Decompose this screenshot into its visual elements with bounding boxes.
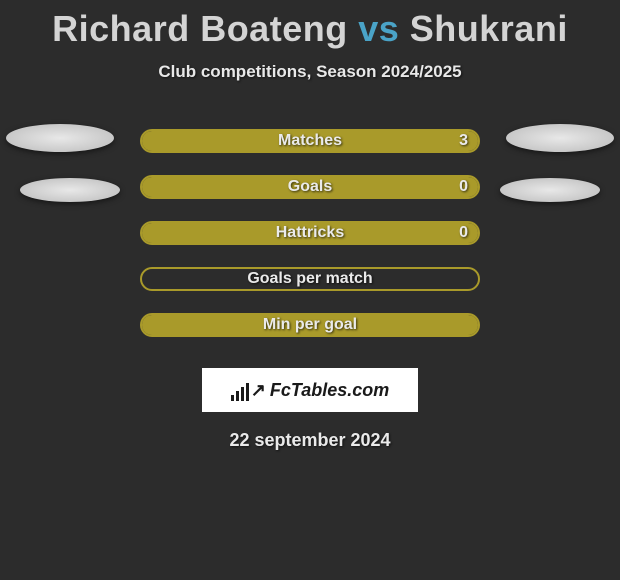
stat-row: Hattricks 0 xyxy=(0,210,620,256)
subtitle: Club competitions, Season 2024/2025 xyxy=(0,62,620,82)
stat-label: Goals xyxy=(288,178,332,196)
player-1-name: Richard Boateng xyxy=(52,8,348,49)
logo-arrow-icon: ↗ xyxy=(251,380,266,401)
stat-row: Min per goal xyxy=(0,302,620,348)
stat-label: Hattricks xyxy=(276,224,344,242)
logo-chart-icon xyxy=(231,379,249,401)
date-label: 22 september 2024 xyxy=(0,430,620,451)
stat-bar: Goals per match xyxy=(140,267,480,291)
stat-row: Goals 0 xyxy=(0,164,620,210)
stat-row: Goals per match xyxy=(0,256,620,302)
logo-box: ↗ FcTables.com xyxy=(202,368,418,412)
stats-container: Matches 3 Goals 0 Hattricks 0 Goals per match M… xyxy=(0,118,620,348)
stat-label: Goals per match xyxy=(247,270,372,288)
stat-value: 0 xyxy=(459,178,468,196)
logo-text: FcTables.com xyxy=(270,380,389,401)
stat-bar: Min per goal xyxy=(140,313,480,337)
player-2-name: Shukrani xyxy=(410,8,568,49)
vs-label: vs xyxy=(358,8,399,49)
stat-value: 3 xyxy=(459,132,468,150)
stat-bar: Matches 3 xyxy=(140,129,480,153)
stat-label: Min per goal xyxy=(263,316,357,334)
stat-bar: Hattricks 0 xyxy=(140,221,480,245)
comparison-title: Richard Boateng vs Shukrani xyxy=(0,0,620,50)
stat-row: Matches 3 xyxy=(0,118,620,164)
stat-value: 0 xyxy=(459,224,468,242)
stat-label: Matches xyxy=(278,132,342,150)
stat-bar: Goals 0 xyxy=(140,175,480,199)
